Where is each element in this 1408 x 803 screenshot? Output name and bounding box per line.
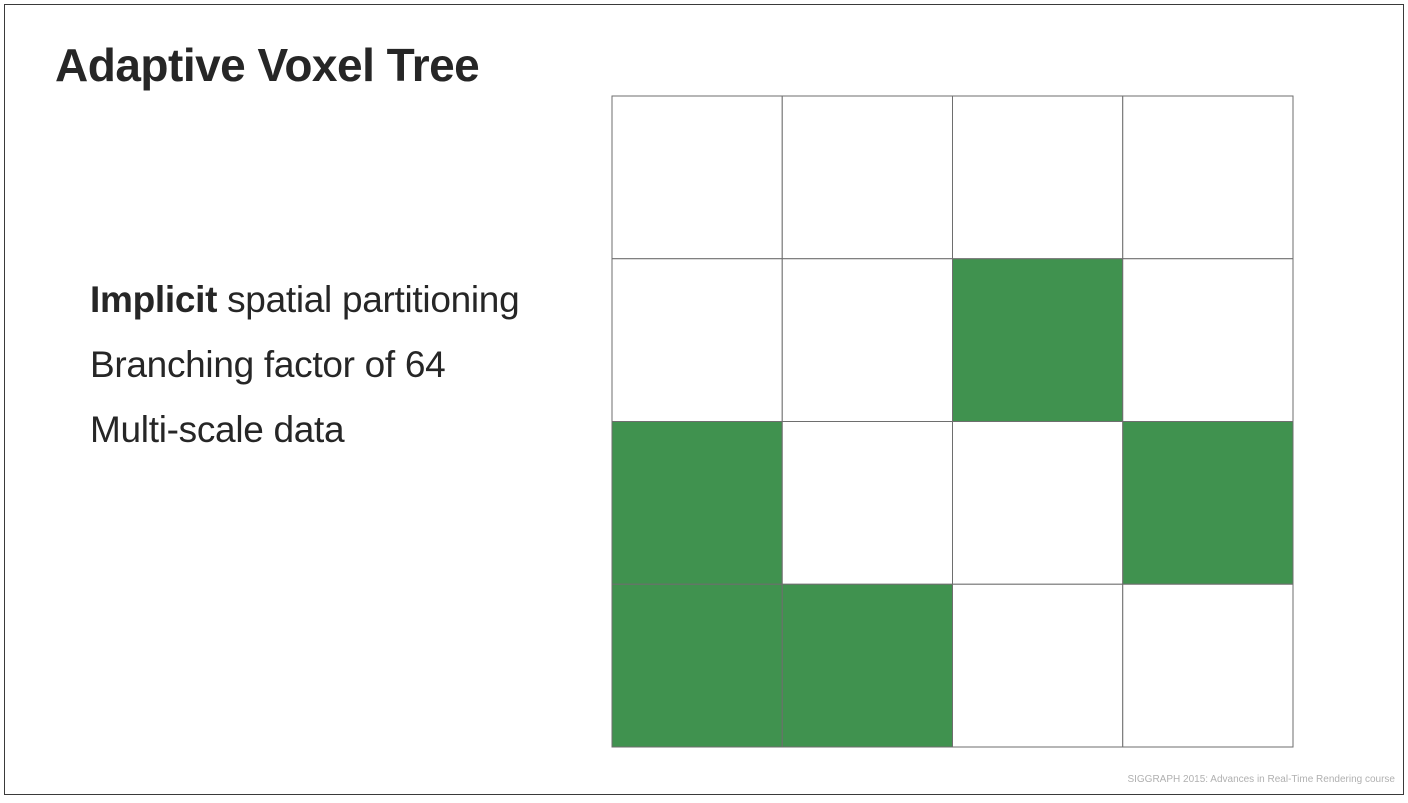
bullet-text: spatial partitioning [217, 279, 520, 320]
bullet-text: Branching factor of 64 [90, 344, 446, 385]
voxel-cell-empty [611, 258, 783, 422]
footer-credit: SIGGRAPH 2015: Advances in Real-Time Ren… [1127, 774, 1395, 785]
voxel-cell-filled [781, 583, 953, 748]
bullet-item: Multi-scale data [90, 405, 519, 470]
voxel-cell-empty [781, 421, 953, 585]
voxel-cell-empty [1122, 95, 1294, 260]
bullet-item: Branching factor of 64 [90, 340, 519, 405]
bullet-list: Implicit spatial partitioning Branching … [90, 275, 520, 470]
voxel-cell-filled [611, 583, 783, 748]
voxel-cell-filled [611, 421, 783, 585]
voxel-cell-filled [1122, 421, 1294, 585]
voxel-cell-empty [611, 95, 783, 260]
voxel-cell-empty [952, 583, 1124, 748]
bullet-text: Multi-scale data [90, 409, 345, 450]
voxel-cell-empty [952, 95, 1124, 260]
voxel-cell-filled [952, 258, 1124, 422]
voxel-cell-empty [781, 258, 953, 422]
voxel-cell-empty [1122, 258, 1294, 422]
voxel-grid-svg [611, 95, 1294, 748]
voxel-grid [611, 95, 1294, 748]
voxel-cell-empty [952, 421, 1124, 585]
voxel-cell-empty [1122, 583, 1294, 748]
bullet-item: Implicit spatial partitioning [90, 275, 520, 340]
voxel-cell-empty [781, 95, 953, 260]
slide: Adaptive Voxel Tree Implicit spatial par… [4, 4, 1404, 795]
bullet-emphasis: Implicit [90, 279, 218, 320]
slide-title: Adaptive Voxel Tree [55, 39, 480, 91]
